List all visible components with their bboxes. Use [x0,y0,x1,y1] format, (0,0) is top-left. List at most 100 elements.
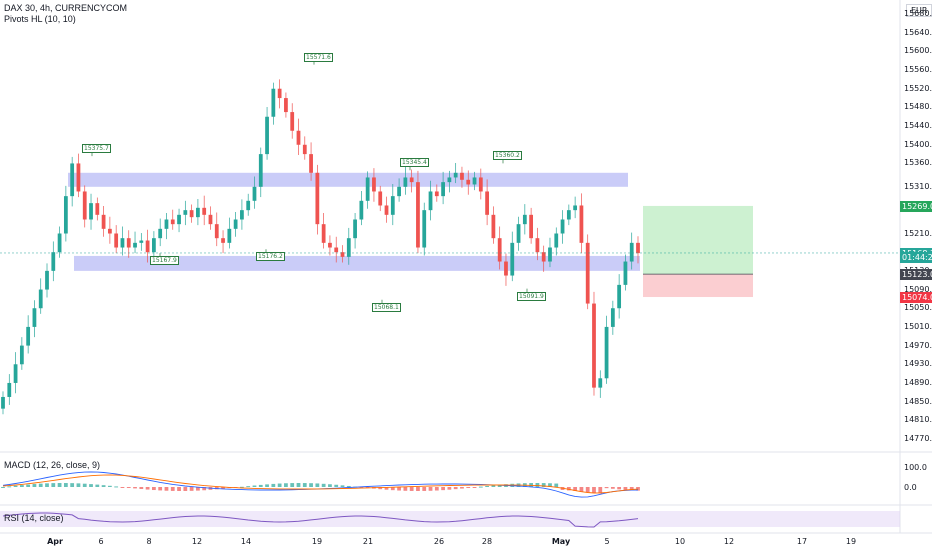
macd-label[interactable]: MACD (12, 26, close, 9) [4,460,101,470]
candle-body[interactable] [158,228,163,239]
candle-body[interactable] [390,196,395,215]
candle-body[interactable] [107,228,112,234]
candle-body[interactable] [598,378,603,388]
profit-target-zone[interactable] [643,205,753,275]
candle-body[interactable] [397,186,401,197]
candle-body[interactable] [535,238,540,253]
candle-body[interactable] [51,252,56,271]
candle-body[interactable] [126,238,131,248]
candle-body[interactable] [617,284,622,309]
candle-body[interactable] [196,207,200,218]
candle-body[interactable] [164,219,169,229]
candle-body[interactable] [441,182,445,197]
candle-body[interactable] [604,326,609,379]
candle-body[interactable] [189,210,194,218]
candle-body[interactable] [101,214,106,229]
candle-body[interactable] [610,308,615,327]
candle-body[interactable] [472,177,477,185]
candle-body[interactable] [491,214,496,239]
candle-body[interactable] [63,196,68,234]
candle-body[interactable] [504,261,508,276]
candle-body[interactable] [38,289,43,309]
candle-body[interactable] [57,233,62,253]
candle-body[interactable] [252,186,257,201]
candle-body[interactable] [466,179,471,185]
candle-body[interactable] [422,210,427,248]
candle-body[interactable] [447,177,452,183]
candle-body[interactable] [365,177,370,201]
candle-body[interactable] [334,247,339,253]
candle-body[interactable] [120,238,125,248]
candle-body[interactable] [516,224,521,243]
candle-body[interactable] [70,163,75,197]
candle-body[interactable] [346,238,351,257]
candle-body[interactable] [13,364,18,383]
candle-body[interactable] [579,205,584,243]
candle-body[interactable] [183,210,188,215]
candle-body[interactable] [636,242,640,254]
candle-body[interactable] [139,240,144,243]
candle-body[interactable] [284,98,288,113]
candle-body[interactable] [485,191,489,215]
candle-body[interactable] [428,191,433,211]
candle-body[interactable] [277,88,282,99]
candle-body[interactable] [522,214,527,225]
candle-body[interactable] [497,238,502,262]
candle-body[interactable] [302,144,307,155]
candle-body[interactable] [541,252,546,262]
candle-body[interactable] [265,116,269,155]
candle-body[interactable] [309,154,313,173]
candle-body[interactable] [202,207,207,215]
candle-body[interactable] [233,219,238,229]
candle-body[interactable] [82,191,87,220]
candle-body[interactable] [416,182,420,248]
rsi-label[interactable]: RSI (14, close) [4,513,64,523]
candle-body[interactable] [554,233,559,248]
candle-body[interactable] [629,242,634,262]
candle-body[interactable] [372,177,376,192]
candle-body[interactable] [296,130,301,145]
candle-body[interactable] [19,345,24,365]
candle-body[interactable] [114,233,119,248]
candle-body[interactable] [227,228,232,243]
candle-body[interactable] [585,242,590,304]
supply-demand-zone[interactable] [68,172,628,187]
candle-body[interactable] [453,172,458,178]
candle-body[interactable] [290,112,295,131]
candle-body[interactable] [315,172,320,225]
candle-body[interactable] [340,252,345,257]
candle-body[interactable] [1,396,5,409]
pivots-indicator-label[interactable]: Pivots HL (10, 10) [4,14,76,24]
candle-body[interactable] [214,224,219,239]
candle-body[interactable] [321,224,326,243]
candle-body[interactable] [353,219,357,239]
candle-body[interactable] [271,88,276,117]
candle-body[interactable] [623,261,628,285]
candle-body[interactable] [409,177,414,183]
candle-body[interactable] [246,200,251,211]
candle-body[interactable] [460,172,464,180]
candle-body[interactable] [258,154,263,187]
candle-body[interactable] [434,191,439,197]
symbol-title[interactable]: DAX 30, 4h, CURRENCYCOM [4,3,128,13]
candle-body[interactable] [478,177,483,192]
candle-body[interactable] [208,214,213,225]
candle-body[interactable] [529,214,534,239]
candle-body[interactable] [384,205,389,215]
candle-body[interactable] [510,242,515,276]
candle-body[interactable] [177,214,181,225]
candle-body[interactable] [89,203,93,220]
candle-body[interactable] [133,242,137,248]
candle-body[interactable] [378,191,383,206]
candle-body[interactable] [359,200,364,220]
candle-body[interactable] [548,247,552,262]
candle-body[interactable] [328,242,332,248]
candle-body[interactable] [145,240,150,253]
candle-body[interactable] [170,219,175,225]
candle-body[interactable] [95,203,100,215]
candle-body[interactable] [592,303,596,388]
candle-body[interactable] [240,210,244,220]
candle-body[interactable] [26,326,31,346]
candle-body[interactable] [76,163,81,192]
